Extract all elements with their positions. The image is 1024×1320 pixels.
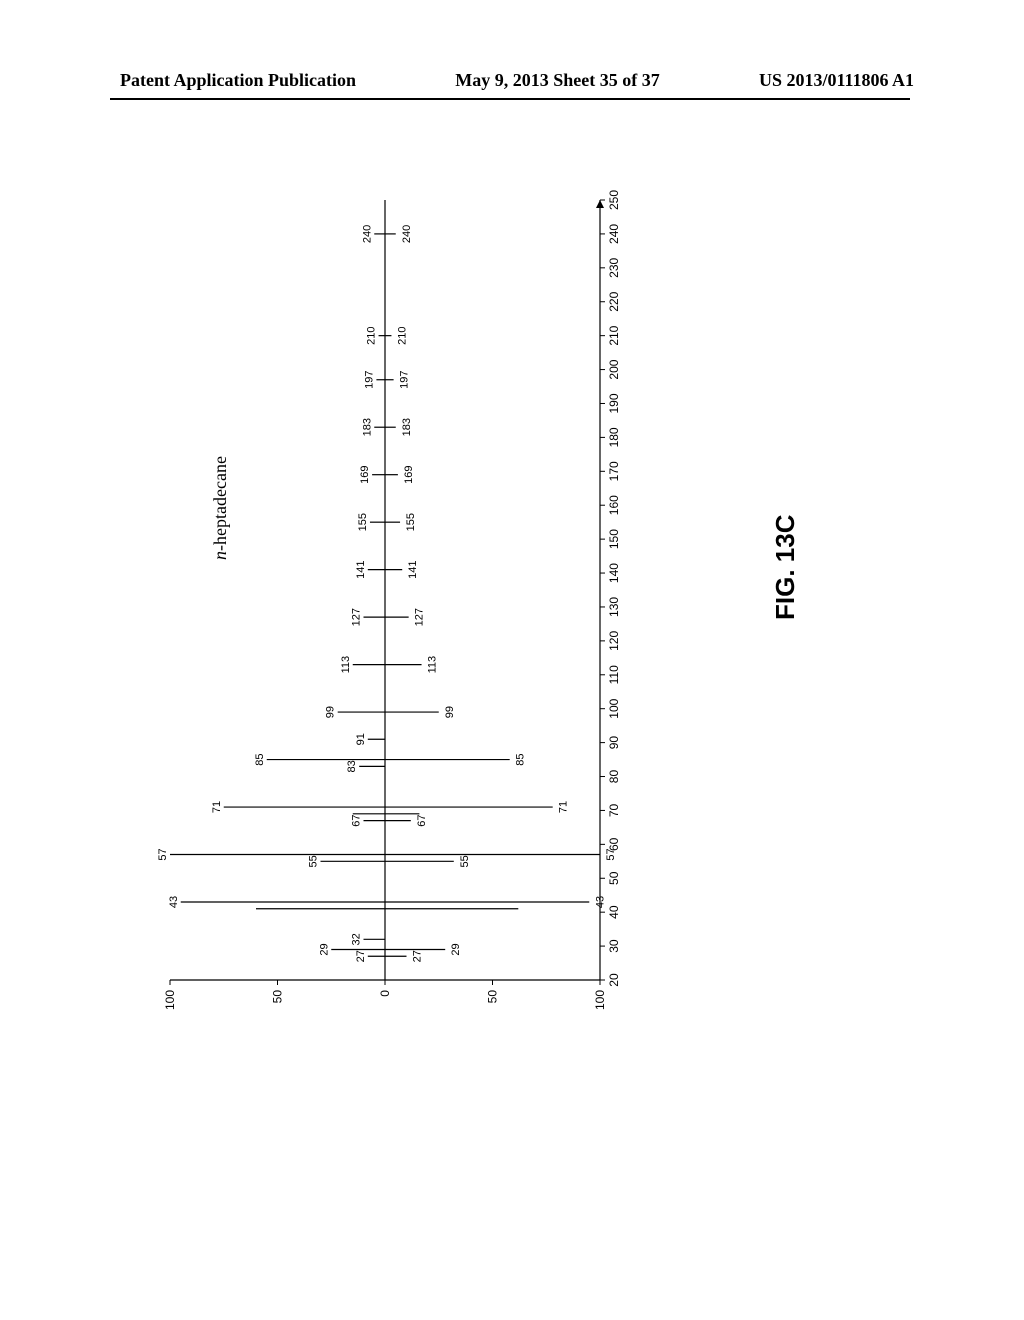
- svg-text:57: 57: [605, 848, 617, 860]
- svg-text:210: 210: [396, 326, 408, 344]
- svg-text:190: 190: [607, 393, 621, 413]
- svg-text:100: 100: [607, 698, 621, 718]
- svg-text:230: 230: [607, 257, 621, 277]
- svg-text:57: 57: [157, 848, 169, 860]
- svg-text:169: 169: [359, 466, 371, 484]
- svg-text:197: 197: [399, 371, 411, 389]
- header-left: Patent Application Publication: [120, 70, 356, 91]
- header-rule: [110, 98, 910, 100]
- svg-text:90: 90: [607, 736, 621, 750]
- svg-text:141: 141: [407, 560, 419, 578]
- svg-text:210: 210: [607, 325, 621, 345]
- svg-text:183: 183: [361, 418, 373, 436]
- svg-text:27: 27: [355, 950, 367, 962]
- svg-text:99: 99: [325, 706, 337, 718]
- svg-text:40: 40: [607, 905, 621, 919]
- svg-text:183: 183: [401, 418, 413, 436]
- svg-text:210: 210: [366, 326, 378, 344]
- svg-text:155: 155: [405, 513, 417, 531]
- figure-label: FIG. 13C: [770, 515, 801, 620]
- svg-text:240: 240: [607, 224, 621, 244]
- svg-text:99: 99: [444, 706, 456, 718]
- svg-text:170: 170: [607, 461, 621, 481]
- svg-text:83: 83: [346, 760, 358, 772]
- svg-text:150: 150: [607, 529, 621, 549]
- svg-text:127: 127: [414, 608, 426, 626]
- svg-text:140: 140: [607, 563, 621, 583]
- svg-text:110: 110: [607, 665, 621, 684]
- header-center: May 9, 2013 Sheet 35 of 37: [455, 70, 659, 91]
- svg-text:71: 71: [558, 801, 570, 813]
- svg-text:80: 80: [607, 770, 621, 784]
- svg-text:55: 55: [308, 855, 320, 867]
- svg-text:50: 50: [607, 871, 621, 885]
- mass-spectrum-chart: 2030405060708090100110120130140150160170…: [150, 180, 650, 1030]
- svg-text:50: 50: [271, 990, 285, 1004]
- spectrum-svg: 2030405060708090100110120130140150160170…: [150, 180, 650, 1030]
- svg-text:29: 29: [318, 943, 330, 955]
- svg-text:169: 169: [403, 466, 415, 484]
- svg-text:100: 100: [593, 990, 607, 1010]
- svg-text:180: 180: [607, 427, 621, 447]
- svg-text:20: 20: [607, 973, 621, 987]
- svg-text:127: 127: [351, 608, 363, 626]
- svg-text:250: 250: [607, 190, 621, 210]
- svg-text:55: 55: [459, 855, 471, 867]
- svg-text:27: 27: [412, 950, 424, 962]
- svg-text:29: 29: [450, 943, 462, 955]
- svg-text:43: 43: [168, 896, 180, 908]
- svg-text:67: 67: [351, 814, 363, 826]
- svg-text:141: 141: [355, 560, 367, 578]
- svg-text:120: 120: [607, 631, 621, 651]
- svg-text:113: 113: [427, 656, 439, 674]
- svg-text:71: 71: [211, 801, 223, 813]
- svg-text:220: 220: [607, 291, 621, 311]
- svg-text:200: 200: [607, 359, 621, 379]
- svg-text:155: 155: [357, 513, 369, 531]
- svg-text:160: 160: [607, 495, 621, 515]
- svg-text:197: 197: [363, 371, 375, 389]
- svg-text:0: 0: [378, 990, 392, 997]
- svg-text:70: 70: [607, 803, 621, 817]
- page-header: Patent Application Publication May 9, 20…: [0, 70, 1024, 91]
- patent-page: Patent Application Publication May 9, 20…: [0, 0, 1024, 1320]
- svg-text:30: 30: [607, 939, 621, 953]
- svg-text:85: 85: [254, 753, 266, 765]
- svg-text:100: 100: [163, 990, 177, 1010]
- svg-text:240: 240: [401, 225, 413, 243]
- header-right: US 2013/0111806 A1: [759, 70, 914, 91]
- svg-text:85: 85: [515, 753, 527, 765]
- svg-text:43: 43: [594, 896, 606, 908]
- svg-text:130: 130: [607, 597, 621, 617]
- svg-text:32: 32: [351, 933, 363, 945]
- svg-text:50: 50: [486, 990, 500, 1004]
- svg-text:67: 67: [416, 814, 428, 826]
- svg-text:113: 113: [340, 656, 352, 674]
- svg-text:240: 240: [361, 225, 373, 243]
- svg-text:91: 91: [355, 733, 367, 745]
